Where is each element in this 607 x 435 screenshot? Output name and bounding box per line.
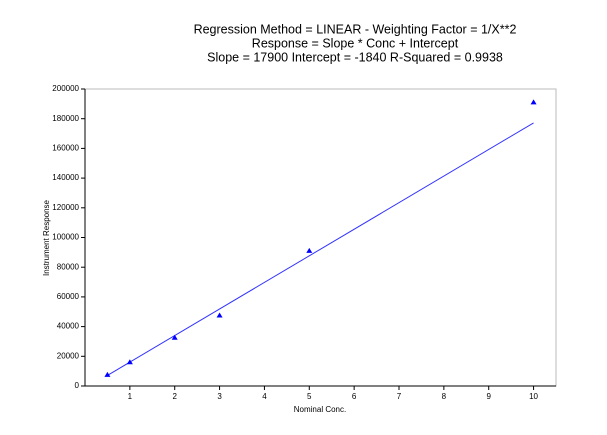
data-point	[216, 312, 223, 318]
y-tick-label: 80000	[57, 262, 80, 271]
y-tick-label: 160000	[52, 144, 79, 153]
y-tick-label: 180000	[52, 114, 79, 123]
data-point	[126, 359, 133, 365]
y-tick-label: 140000	[52, 173, 79, 182]
fit-line	[107, 122, 534, 376]
x-tick-label: 5	[307, 392, 312, 401]
y-tick-label: 200000	[52, 84, 79, 93]
x-tick-label: 2	[172, 392, 177, 401]
y-axis-label: Instrument Response	[42, 199, 51, 276]
data-point	[104, 371, 111, 377]
x-tick-label: 8	[442, 392, 447, 401]
y-tick-label: 40000	[57, 322, 80, 331]
y-tick-label: 0	[75, 381, 80, 390]
x-tick-label: 4	[262, 392, 267, 401]
y-tick-label: 120000	[52, 203, 79, 212]
x-tick-label: 1	[128, 392, 133, 401]
data-point	[530, 99, 537, 105]
title-line: Slope = 17900 Intercept = -1840 R-Square…	[207, 50, 503, 64]
x-tick-label: 9	[486, 392, 491, 401]
x-tick-label: 3	[217, 392, 222, 401]
x-tick-label: 7	[397, 392, 402, 401]
data-point	[306, 247, 313, 253]
x-axis-label: Nominal Conc.	[294, 405, 346, 414]
title-line: Response = Slope * Conc + Intercept	[252, 36, 459, 50]
data-point	[171, 334, 178, 340]
x-tick-label: 10	[529, 392, 538, 401]
y-tick-label: 100000	[52, 233, 79, 242]
plot-frame	[84, 88, 557, 387]
y-tick-label: 60000	[57, 292, 80, 301]
title-line: Regression Method = LINEAR - Weighting F…	[194, 22, 517, 36]
x-tick-label: 6	[352, 392, 357, 401]
y-tick-label: 20000	[57, 351, 80, 360]
